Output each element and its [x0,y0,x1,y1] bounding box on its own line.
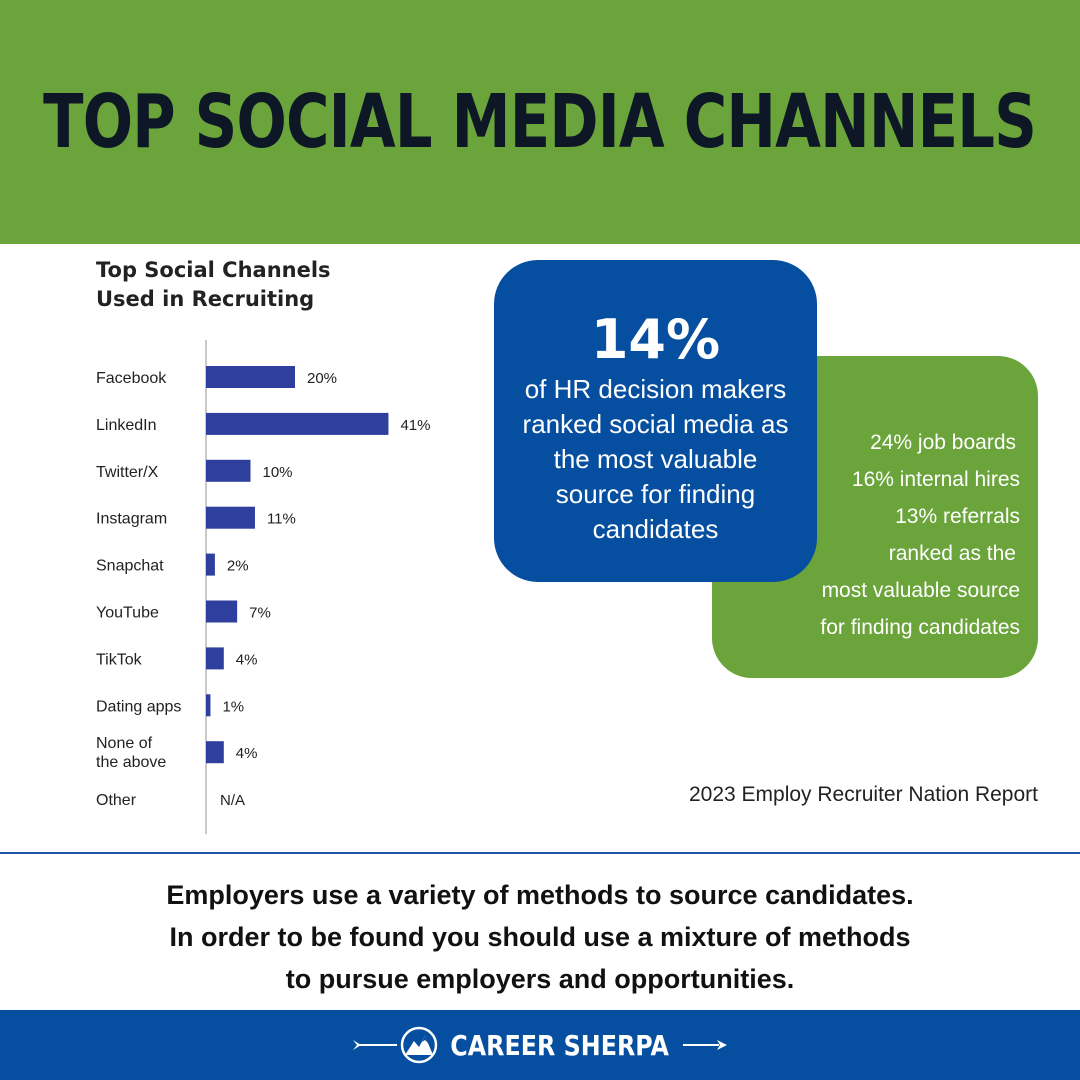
highlight-card: 14% of HR decision makers ranked social … [494,260,817,582]
highlight-text: source for finding [555,479,756,509]
secondary-text: 16% internal hires [851,468,1020,491]
highlight-text: ranked social media as [522,409,789,439]
header-banner: TOP SOCIAL MEDIA CHANNELS [0,0,1080,244]
source-citation: 2023 Employ Recruiter Nation Report [688,783,1038,806]
chart-title: Top Social Channels Used in Recruiting [96,256,331,314]
value-label: 11% [267,511,296,528]
right-arrow-icon [682,1040,727,1050]
value-label: 10% [263,464,293,481]
bar [206,741,224,764]
bar [206,694,211,717]
secondary-text: most valuable source [821,579,1020,602]
mountain-logo-icon [401,1026,438,1064]
bar [206,412,389,435]
highlight-text: candidates [592,514,719,544]
value-label: N/A [220,792,245,809]
highlight-text: the most valuable [553,444,758,474]
value-label: 2% [227,558,249,575]
category-label: None of the above [96,735,166,771]
category-label: TikTok [96,651,143,668]
secondary-text: for finding candidates [820,616,1020,639]
chart-title-line: Top Social Channels [96,258,331,282]
bar [206,506,255,529]
value-label: 7% [249,605,271,622]
message-block: Employers use a variety of methods to so… [0,874,1080,1000]
message-line: Employers use a variety of methods to so… [166,880,914,910]
bar [206,647,224,670]
category-label: Facebook [96,370,167,387]
category-label: Other [96,792,137,809]
footer-bar: CAREER SHERPA [0,1010,1080,1080]
message-line: to pursue employers and opportunities. [285,964,795,994]
bar [206,553,215,576]
category-label: Instagram [96,511,167,528]
category-label: LinkedIn [96,417,157,434]
category-label: Snapchat [96,558,164,575]
value-label: 41% [400,417,430,434]
divider [0,852,1080,854]
page-title: TOP SOCIAL MEDIA CHANNELS [43,79,1038,165]
bar [206,459,251,482]
bar [206,600,238,623]
highlight-stat: 14% [590,308,721,371]
secondary-text: 13% referrals [895,505,1020,528]
category-label: YouTube [96,605,159,622]
value-label: 20% [307,370,337,387]
highlight-text: of HR decision makers [524,374,787,404]
category-label: Twitter/X [96,464,159,481]
bar-chart: Facebook 20% LinkedIn 41% Twitter/X 10% Instag… [96,340,430,834]
bar [206,366,295,388]
brand-name: CAREER SHERPA [450,1028,670,1062]
value-label: 4% [236,745,258,762]
category-label: Dating apps [96,698,181,715]
value-label: 4% [236,651,258,668]
chart-title-line: Used in Recruiting [96,287,315,311]
message-line: In order to be found you should use a mi… [169,922,911,952]
value-label: 1% [222,698,244,715]
left-arrow-icon [353,1040,398,1050]
secondary-text: 24% job boards [870,431,1016,454]
secondary-text: ranked as the [888,542,1016,565]
